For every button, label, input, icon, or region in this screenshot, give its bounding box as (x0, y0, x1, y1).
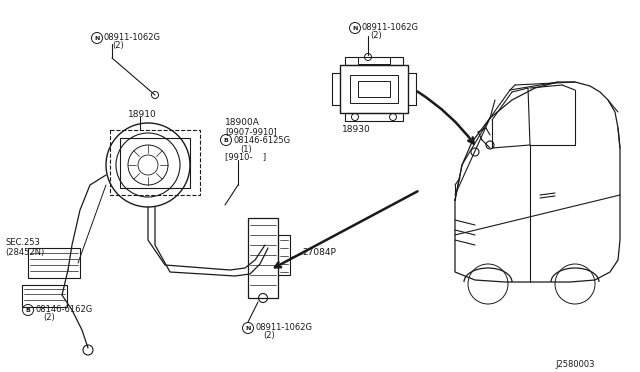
Text: 27084P: 27084P (302, 248, 336, 257)
Bar (345, 57, 403, 65)
Text: 08146-6125G: 08146-6125G (233, 136, 290, 145)
Bar (350, 75, 398, 103)
Text: (2): (2) (370, 31, 381, 40)
Text: (2): (2) (263, 331, 275, 340)
Text: (28452N): (28452N) (5, 248, 44, 257)
Bar (248, 218, 278, 298)
Bar (340, 65, 408, 113)
Text: 18900A: 18900A (225, 118, 260, 127)
Text: N: N (245, 326, 251, 330)
Text: N: N (352, 26, 358, 31)
Text: SEC.253: SEC.253 (5, 238, 40, 247)
Text: 08911-1062G: 08911-1062G (104, 33, 161, 42)
Text: (2): (2) (43, 313, 55, 322)
Text: (2): (2) (112, 41, 124, 50)
Bar (278, 235, 290, 275)
Bar (22, 285, 67, 307)
Bar (120, 138, 190, 188)
Bar (358, 57, 390, 64)
Text: 08146-6162G: 08146-6162G (35, 305, 92, 314)
Text: [9907-9910]: [9907-9910] (225, 127, 276, 136)
Bar (28, 248, 80, 278)
Text: B: B (26, 308, 31, 312)
Text: 08911-1062G: 08911-1062G (362, 23, 419, 32)
Bar (358, 81, 390, 97)
Text: 18910: 18910 (128, 110, 157, 119)
Text: N: N (94, 35, 100, 41)
Text: (1): (1) (240, 145, 252, 154)
Text: [9910-    ]: [9910- ] (225, 152, 266, 161)
Text: 18930: 18930 (342, 125, 371, 134)
Text: 08911-1062G: 08911-1062G (255, 323, 312, 332)
Text: B: B (223, 138, 228, 142)
Bar (345, 113, 403, 121)
Bar (110, 130, 200, 195)
Text: J2580003: J2580003 (555, 360, 595, 369)
